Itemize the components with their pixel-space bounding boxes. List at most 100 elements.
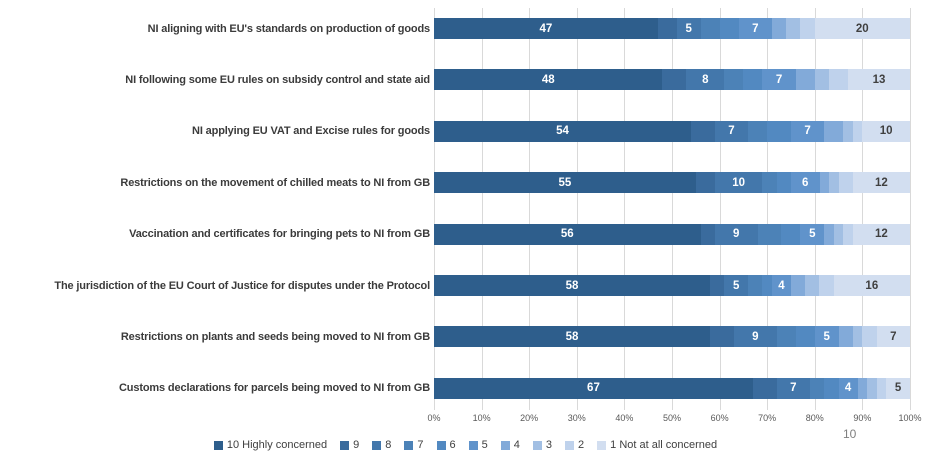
segment-value-label: 5	[809, 228, 816, 241]
category-label: NI applying EU VAT and Excise rules for …	[192, 125, 430, 138]
bar-segment	[852, 120, 863, 142]
segment-value-label: 56	[560, 228, 574, 241]
bar-segment: 56	[434, 223, 701, 245]
bar-segment	[700, 223, 715, 245]
segment-value-label: 10	[732, 176, 746, 189]
bar-segment: 7	[738, 18, 772, 39]
legend-label: 6	[449, 439, 456, 451]
x-axis-tick-label: 40%	[615, 413, 634, 423]
bar-segment	[843, 223, 853, 245]
legend-label: 4	[513, 439, 520, 451]
bar-segment: 9	[733, 326, 777, 348]
bar-segment	[762, 275, 772, 296]
legend-label: 3	[545, 439, 553, 451]
gridline	[529, 8, 531, 410]
category-label: Restrictions on the movement of chilled …	[120, 176, 430, 189]
bar-segment: 7	[762, 69, 796, 91]
bar-segment: 54	[434, 120, 692, 142]
bar-segment	[857, 377, 868, 399]
legend-label: 2	[578, 439, 585, 451]
gridline	[672, 8, 673, 410]
bar-segment: 8	[686, 69, 725, 91]
bar-segment	[795, 69, 815, 91]
legend-swatch-icon	[404, 440, 414, 450]
bar-segment: 48	[434, 69, 663, 91]
bar-segment	[724, 69, 744, 91]
bar-segment: 10	[862, 120, 910, 142]
legend-swatch-icon	[565, 440, 575, 450]
bar-segment	[662, 69, 687, 91]
bar-row: 58 5 4 16	[434, 275, 910, 296]
bar-segment	[862, 326, 877, 348]
segment-value-label: 7	[890, 330, 897, 343]
gridline	[719, 8, 721, 410]
legend-label: 9	[353, 439, 360, 451]
category-label: The jurisdiction of the EU Court of Just…	[54, 279, 430, 292]
segment-value-label: 7	[790, 382, 797, 395]
bar-segment: 58	[434, 326, 711, 348]
bar-segment: 5	[886, 377, 910, 399]
legend-item: 9	[340, 439, 359, 451]
bar-segment: 5	[676, 18, 701, 39]
gridline	[862, 8, 864, 410]
bar-segment	[824, 377, 839, 399]
gridline	[624, 8, 626, 410]
bar-segment	[819, 172, 830, 194]
bar-segment	[776, 326, 796, 348]
category-label: Restrictions on plants and seeds being m…	[120, 330, 430, 343]
bar-segment	[700, 18, 720, 39]
x-axis-tick-label: 90%	[853, 413, 872, 423]
bar-segment: 4	[838, 377, 858, 399]
bar-segment: 9	[714, 223, 758, 245]
bar-segment	[833, 223, 844, 245]
legend-item: 1 Not at all concerned	[597, 439, 717, 451]
bar-segment: 20	[814, 18, 910, 39]
segment-value-label: 5	[685, 22, 692, 35]
bar-segment	[852, 326, 863, 348]
gridline	[767, 8, 769, 410]
segment-value-label: 8	[702, 73, 709, 86]
bar-segment: 7	[876, 326, 910, 348]
bar-segment	[795, 326, 815, 348]
legend-label: 1 Not at all concerned	[610, 439, 718, 451]
bar-segment	[710, 275, 725, 296]
legend: 10 Highly concerned 9 8 7 6 5 4 3 2 1 Not at all …	[0, 439, 931, 451]
legend-label: 10 Highly concerned	[226, 439, 328, 451]
bar-segment: 7	[776, 377, 811, 399]
bar-segment	[691, 120, 715, 142]
x-axis-tick-label: 50%	[662, 413, 681, 423]
segment-value-label: 16	[865, 279, 879, 292]
category-label: NI following some EU rules on subsidy co…	[125, 73, 430, 86]
legend-item: 5	[468, 439, 488, 451]
bar-segment: 5	[814, 326, 839, 348]
bar-segment	[876, 377, 887, 399]
legend-swatch-icon	[340, 440, 350, 450]
x-axis-tick-label: 60%	[710, 413, 729, 423]
category-label: NI aligning with EU's standards on produ…	[147, 22, 430, 35]
legend-label: 7	[417, 439, 424, 451]
bar-segment	[824, 120, 844, 142]
segment-value-label: 5	[894, 382, 902, 395]
segment-value-label: 6	[802, 176, 809, 189]
bar-segment	[819, 275, 834, 296]
bar-segment	[790, 275, 806, 296]
segment-value-label: 7	[752, 22, 759, 35]
segment-value-label: 10	[879, 125, 893, 138]
bar-segment: 4	[771, 275, 791, 296]
bar-row: 55 10 6 12	[434, 172, 910, 194]
legend-item: 6	[436, 439, 456, 451]
bar-segment	[781, 223, 801, 245]
legend-swatch-icon	[468, 440, 478, 450]
gridline	[910, 8, 911, 410]
legend-item: 7	[404, 439, 424, 451]
bar-segment	[838, 326, 853, 348]
legend-swatch-icon	[500, 440, 510, 450]
gridline	[481, 8, 483, 410]
legend-item: 2	[565, 439, 584, 451]
bar-segment: 5	[724, 275, 749, 296]
bar-segment	[752, 377, 777, 399]
bar-row: 58 9 5 7	[434, 326, 910, 348]
bar-segment: 7	[714, 120, 749, 142]
legend-swatch-icon	[372, 440, 382, 450]
x-axis-tick-label: 10%	[472, 413, 491, 423]
